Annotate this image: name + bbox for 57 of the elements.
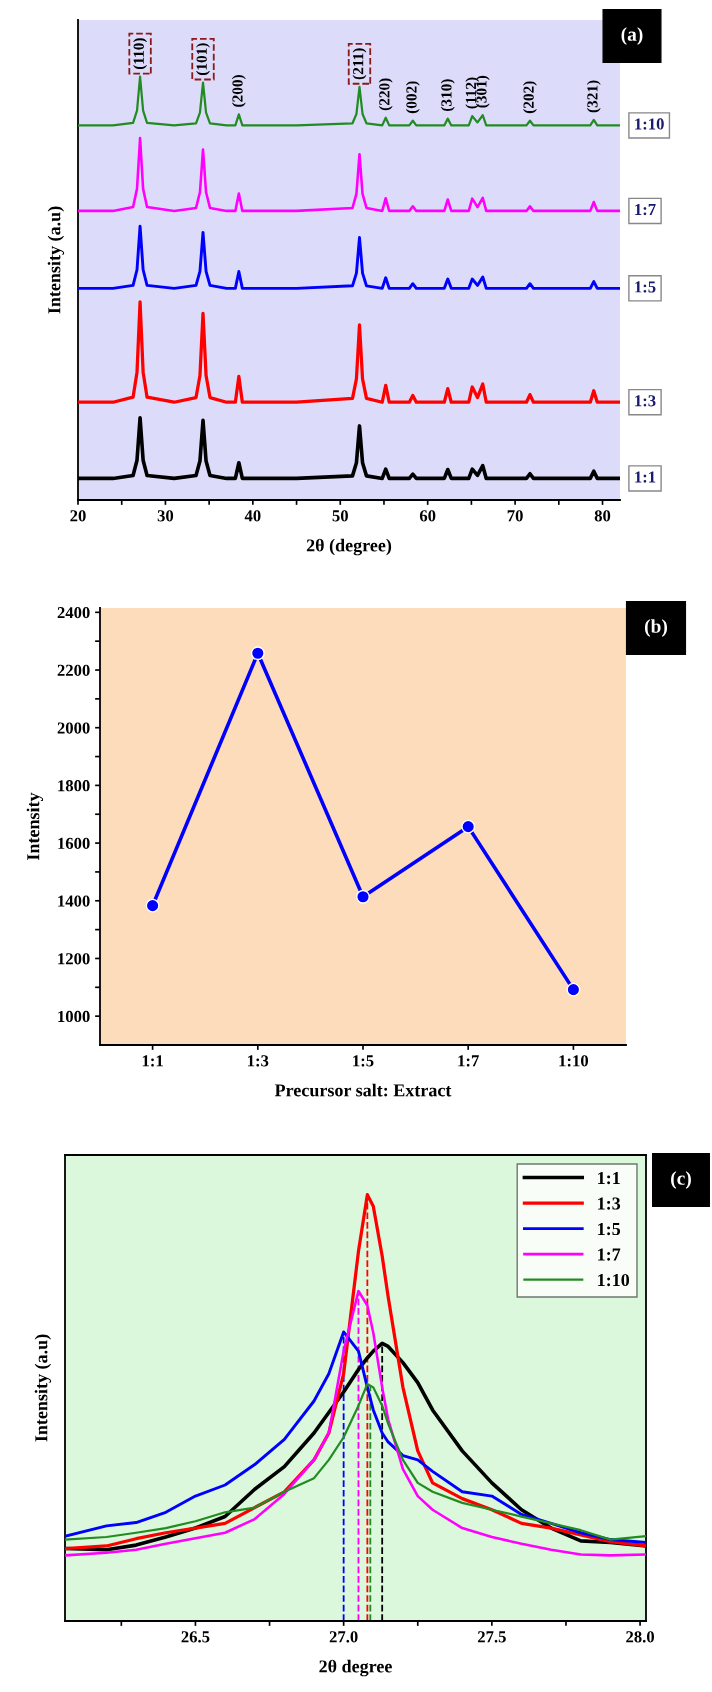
x-tick-label: 27.0 bbox=[329, 1631, 358, 1643]
text: (a) bbox=[621, 27, 643, 45]
y-tick-label: 2000 bbox=[57, 722, 90, 734]
x-tick-label: 60 bbox=[419, 510, 436, 522]
series-label: 1:1 bbox=[635, 471, 656, 483]
x-tick-label: 26.5 bbox=[181, 1631, 210, 1643]
x-tick-label: 1:1 bbox=[142, 1055, 163, 1067]
series-label: 1:3 bbox=[635, 395, 656, 407]
x-tick-label: 70 bbox=[507, 510, 523, 522]
x-tick-label: 1:10 bbox=[559, 1055, 589, 1067]
annotation: (220) bbox=[378, 78, 393, 111]
x-tick-label: 27.5 bbox=[477, 1631, 506, 1643]
x-tick-label: 1:7 bbox=[458, 1055, 479, 1067]
series-label: 1:10 bbox=[635, 118, 664, 130]
annotation: (200) bbox=[231, 75, 246, 107]
x-tick-label: 40 bbox=[244, 510, 261, 522]
series-label: 1:5 bbox=[635, 281, 656, 293]
y-tick-label: 1800 bbox=[58, 780, 90, 792]
y-tick-label: 2200 bbox=[57, 664, 90, 676]
x-tick-label: 80 bbox=[594, 510, 611, 522]
y-tick-label: 1200 bbox=[58, 953, 90, 965]
legend-label: 1:10 bbox=[598, 1273, 630, 1287]
y-tick-label: 1600 bbox=[58, 837, 90, 850]
text: (c) bbox=[671, 1171, 691, 1189]
x-tick-label: 30 bbox=[157, 510, 174, 522]
legend-label: 1:3 bbox=[598, 1197, 621, 1210]
legend-label: 1:1 bbox=[598, 1171, 620, 1185]
point bbox=[566, 982, 581, 997]
legend-label: 1:7 bbox=[598, 1248, 621, 1261]
y-axis-title: Intensity bbox=[26, 792, 44, 860]
point bbox=[250, 646, 265, 661]
legend-label: 1:5 bbox=[598, 1222, 621, 1236]
y-tick-label: 1000 bbox=[58, 1010, 90, 1023]
y-tick-label: 1400 bbox=[58, 895, 90, 907]
x-axis-title: 2θ degree bbox=[319, 1659, 392, 1677]
text: (b) bbox=[644, 619, 668, 637]
point bbox=[461, 819, 476, 834]
annotation: (002) bbox=[405, 81, 420, 114]
point bbox=[356, 889, 370, 904]
point bbox=[145, 898, 160, 913]
x-tick-label: 50 bbox=[332, 510, 348, 522]
series-label: 1:7 bbox=[635, 203, 656, 216]
y-axis-title: Intensity (a.u) bbox=[34, 1334, 52, 1442]
annotation: (211) bbox=[352, 48, 367, 80]
x-tick-label: 20 bbox=[70, 510, 86, 522]
y-axis-title: Intensity (a.u) bbox=[47, 206, 65, 314]
y-tick-label: 2400 bbox=[57, 607, 90, 619]
x-tick-label: 1:3 bbox=[248, 1055, 269, 1067]
x-axis-title: Precursor salt: Extract bbox=[274, 1083, 452, 1097]
x-axis-title: 2θ (degree) bbox=[306, 538, 392, 556]
annotation: (321) bbox=[586, 80, 601, 113]
x-tick-label: 28.0 bbox=[626, 1631, 655, 1643]
annotation: (101) bbox=[196, 43, 210, 76]
annotation: (310) bbox=[440, 79, 455, 112]
annotation: (110) bbox=[133, 38, 147, 70]
x-tick-label: 1:5 bbox=[353, 1055, 374, 1067]
annotation: (202) bbox=[523, 81, 537, 114]
